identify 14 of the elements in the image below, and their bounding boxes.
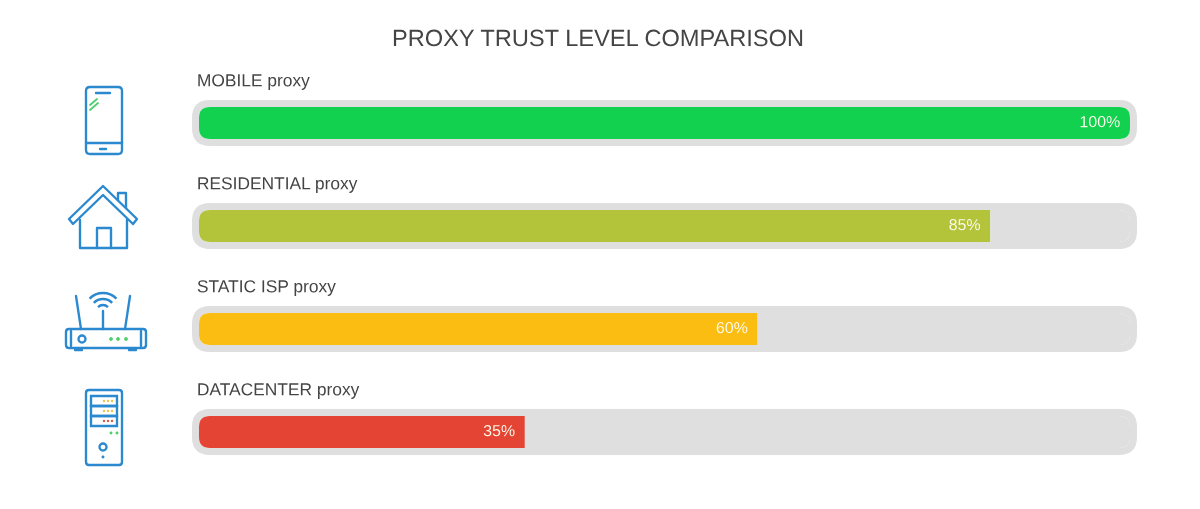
data-label: 35%: [483, 424, 515, 437]
y-tick-label: MOBILE proxy: [198, 74, 310, 90]
bar: [990, 210, 1130, 242]
data-label: 85%: [949, 218, 981, 231]
bar: [199, 416, 525, 448]
bar: [757, 313, 1130, 345]
bar: [199, 313, 758, 345]
bar: [524, 416, 1130, 448]
data-label: 100%: [1080, 115, 1120, 128]
y-tick-label: RESIDENTIAL proxy: [198, 177, 358, 193]
y-tick-label: DATACENTER proxy: [198, 383, 360, 399]
y-tick-label: STATIC ISP proxy: [197, 280, 336, 296]
data-label: 60%: [716, 321, 748, 334]
chart-title: PROXY TRUST LEVEL COMPARISON: [393, 29, 803, 47]
